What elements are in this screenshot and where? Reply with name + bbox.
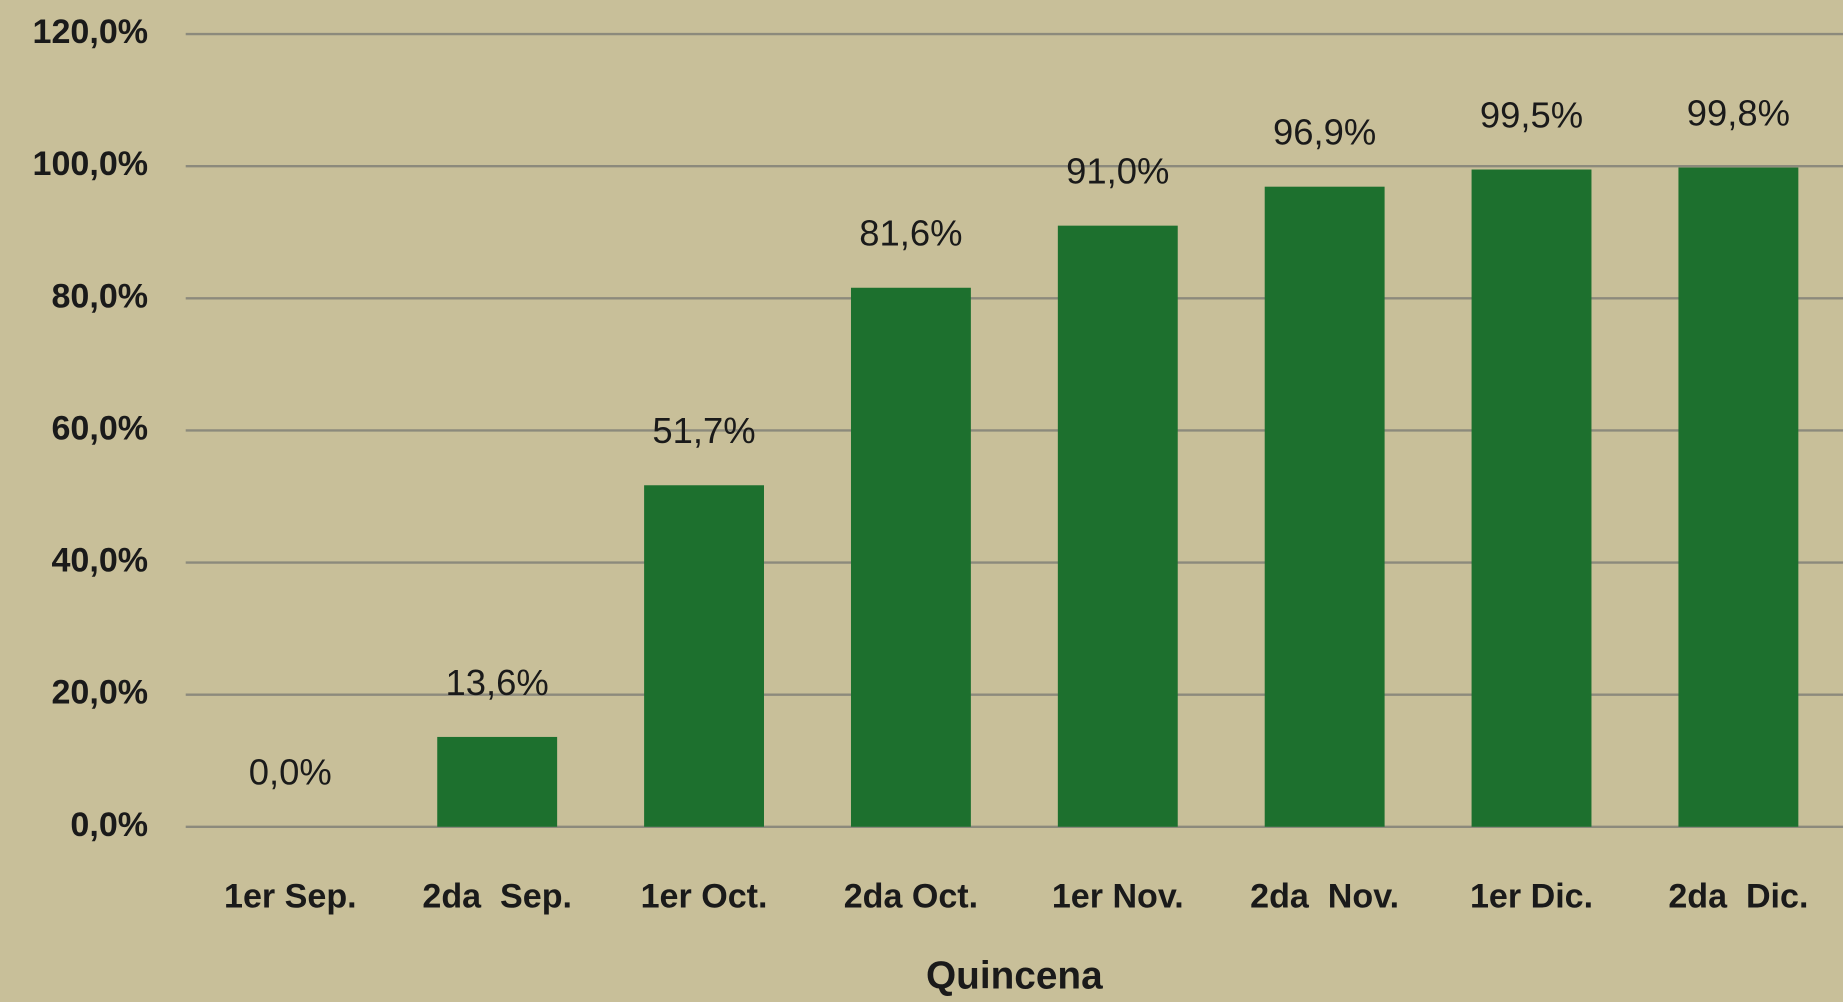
value-label: 91,0% xyxy=(1066,151,1169,192)
y-tick-label: 120,0% xyxy=(33,13,149,51)
x-tick-label: 2da Dic. xyxy=(1668,878,1808,916)
x-tick-label: 2da Nov. xyxy=(1250,878,1399,916)
y-tick-label: 20,0% xyxy=(51,674,148,712)
value-label: 51,7% xyxy=(652,410,755,451)
bar xyxy=(1264,186,1385,827)
value-label: 0,0% xyxy=(249,752,332,793)
y-tick-label: 0,0% xyxy=(70,806,148,844)
bar xyxy=(1471,169,1592,827)
y-tick-label: 60,0% xyxy=(51,409,148,447)
y-tick-label: 80,0% xyxy=(51,277,148,315)
x-tick-label: 1er Nov. xyxy=(1052,878,1184,916)
value-label: 13,6% xyxy=(446,662,549,703)
y-tick-label: 100,0% xyxy=(33,145,149,183)
x-tick-label: 2da Sep. xyxy=(422,878,572,916)
x-tick-label: 1er Oct. xyxy=(641,878,768,916)
value-label: 81,6% xyxy=(859,213,962,254)
x-tick-label: 1er Dic. xyxy=(1470,878,1593,916)
bar xyxy=(1057,225,1178,827)
value-label: 99,8% xyxy=(1687,92,1790,133)
x-axis-title: Quincena xyxy=(926,955,1103,998)
bar xyxy=(644,485,764,827)
y-tick-label: 40,0% xyxy=(51,542,148,580)
value-label: 99,5% xyxy=(1480,94,1583,135)
x-tick-label: 2da Oct. xyxy=(844,878,978,916)
x-tick-label: 1er Sep. xyxy=(224,878,357,916)
bar xyxy=(1678,167,1799,827)
bar xyxy=(437,736,558,827)
bar xyxy=(850,287,971,827)
value-label: 96,9% xyxy=(1273,112,1376,153)
